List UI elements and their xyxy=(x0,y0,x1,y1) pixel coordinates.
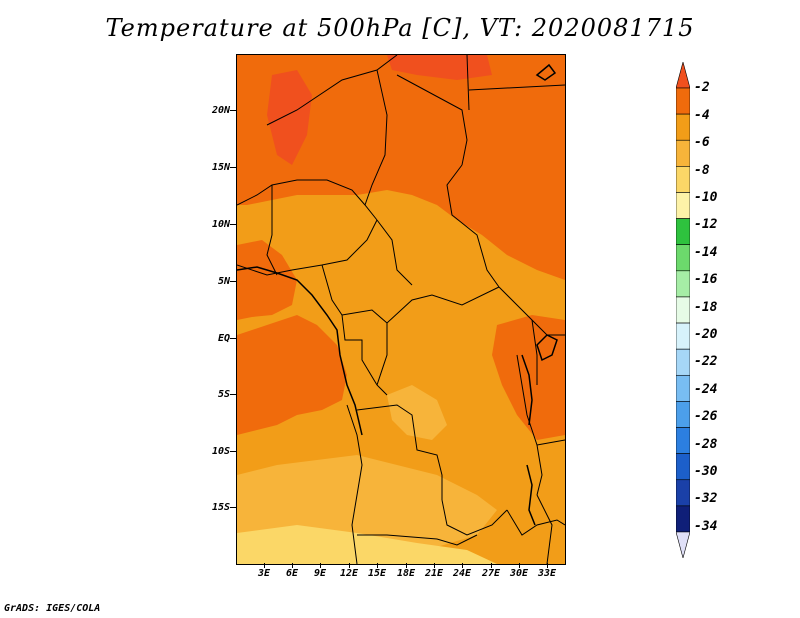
lon-tick xyxy=(377,563,378,568)
colorbar-label: -28 xyxy=(694,437,718,452)
colorbar xyxy=(676,62,690,558)
lat-label-eq: EQ xyxy=(217,333,230,344)
country-boundaries xyxy=(237,55,565,564)
colorbar-segment xyxy=(676,218,690,246)
colorbar-segments xyxy=(676,87,690,533)
field-warmest-northeast xyxy=(387,55,492,80)
lon-label-24e: 24E xyxy=(452,568,472,579)
colorbar-segment xyxy=(676,113,690,141)
colorbar-label: -2 xyxy=(694,80,710,95)
colorbar-segment xyxy=(676,505,690,533)
lat-label-5n: 5N xyxy=(217,276,230,287)
colorbar-segment xyxy=(676,401,690,428)
lat-label-5s: 5S xyxy=(217,389,230,400)
lon-label-18e: 18E xyxy=(396,568,416,579)
colorbar-segment xyxy=(676,244,690,272)
lon-tick xyxy=(491,563,492,568)
credit-text: GrADS: IGES/COLA xyxy=(4,603,101,614)
colorbar-segment xyxy=(676,427,690,454)
lon-tick xyxy=(519,563,520,568)
field-warm-west-2 xyxy=(237,240,297,320)
colorbar-label: -20 xyxy=(694,327,718,342)
colorbar-label: -4 xyxy=(694,108,710,123)
colorbar-segment xyxy=(676,479,690,507)
field-cool-south-2 xyxy=(387,385,447,440)
colorbar-segment xyxy=(676,348,690,376)
colorbar-label: -30 xyxy=(694,464,718,479)
lon-label-21e: 21E xyxy=(424,568,444,579)
map-title: Temperature at 500hPa [C], VT: 202008171… xyxy=(105,14,695,42)
colorbar-label: -34 xyxy=(694,519,718,534)
coastline xyxy=(237,63,558,526)
lon-tick xyxy=(292,563,293,568)
lon-label-15e: 15E xyxy=(367,568,387,579)
lon-label-6e: 6E xyxy=(285,568,299,579)
colorbar-label: -16 xyxy=(694,272,718,287)
lat-tick xyxy=(230,451,236,452)
lon-tick xyxy=(320,563,321,568)
lon-label-9e: 9E xyxy=(313,568,327,579)
colorbar-label: -12 xyxy=(694,217,718,232)
colorbar-label: -22 xyxy=(694,354,718,369)
lat-label-20n: 20N xyxy=(211,105,230,116)
colorbar-segment xyxy=(676,270,690,298)
lat-tick xyxy=(230,281,236,282)
colorbar-label: -32 xyxy=(694,491,718,506)
temperature-map xyxy=(236,54,566,565)
lon-label-12e: 12E xyxy=(339,568,359,579)
lat-tick xyxy=(230,394,236,395)
lat-tick xyxy=(230,507,236,508)
field-warm-north xyxy=(237,55,565,280)
lat-tick xyxy=(230,338,236,339)
lat-tick xyxy=(230,224,236,225)
field-warm-west xyxy=(237,315,347,435)
colorbar-segment xyxy=(676,139,690,167)
colorbar-segment xyxy=(676,322,690,350)
lon-label-33e: 33E xyxy=(537,568,557,579)
colorbar-segment xyxy=(676,453,690,481)
lon-tick xyxy=(406,563,407,568)
lat-label-15s: 15S xyxy=(211,502,230,513)
lat-tick xyxy=(230,167,236,168)
lat-label-15n: 15N xyxy=(211,162,230,173)
lat-tick xyxy=(230,110,236,111)
lon-tick xyxy=(434,563,435,568)
field-warmest-north xyxy=(267,70,312,165)
colorbar-bottom-triangle xyxy=(676,531,690,558)
colorbar-label: -18 xyxy=(694,300,718,315)
lat-label-10s: 10S xyxy=(211,446,230,457)
lon-tick xyxy=(462,563,463,568)
colorbar-segment xyxy=(676,87,690,115)
lat-label-10n: 10N xyxy=(211,219,230,230)
colorbar-label: -10 xyxy=(694,190,718,205)
colorbar-segment xyxy=(676,192,690,219)
lon-label-3e: 3E xyxy=(257,568,271,579)
lon-tick xyxy=(264,563,265,568)
colorbar-label: -6 xyxy=(694,135,710,150)
colorbar-label: -8 xyxy=(694,163,710,178)
temperature-field xyxy=(237,55,565,564)
lon-label-27e: 27E xyxy=(481,568,501,579)
lon-tick xyxy=(547,563,548,568)
field-coolest-south xyxy=(237,525,497,564)
lon-label-30e: 30E xyxy=(509,568,529,579)
colorbar-label: -24 xyxy=(694,382,718,397)
colorbar-segment xyxy=(676,166,690,193)
field-warm-east xyxy=(492,315,565,440)
colorbar-top-triangle xyxy=(676,62,690,89)
colorbar-segment xyxy=(676,296,690,324)
lon-tick xyxy=(349,563,350,568)
colorbar-segment xyxy=(676,374,690,402)
colorbar-label: -14 xyxy=(694,245,718,260)
colorbar-label: -26 xyxy=(694,409,718,424)
